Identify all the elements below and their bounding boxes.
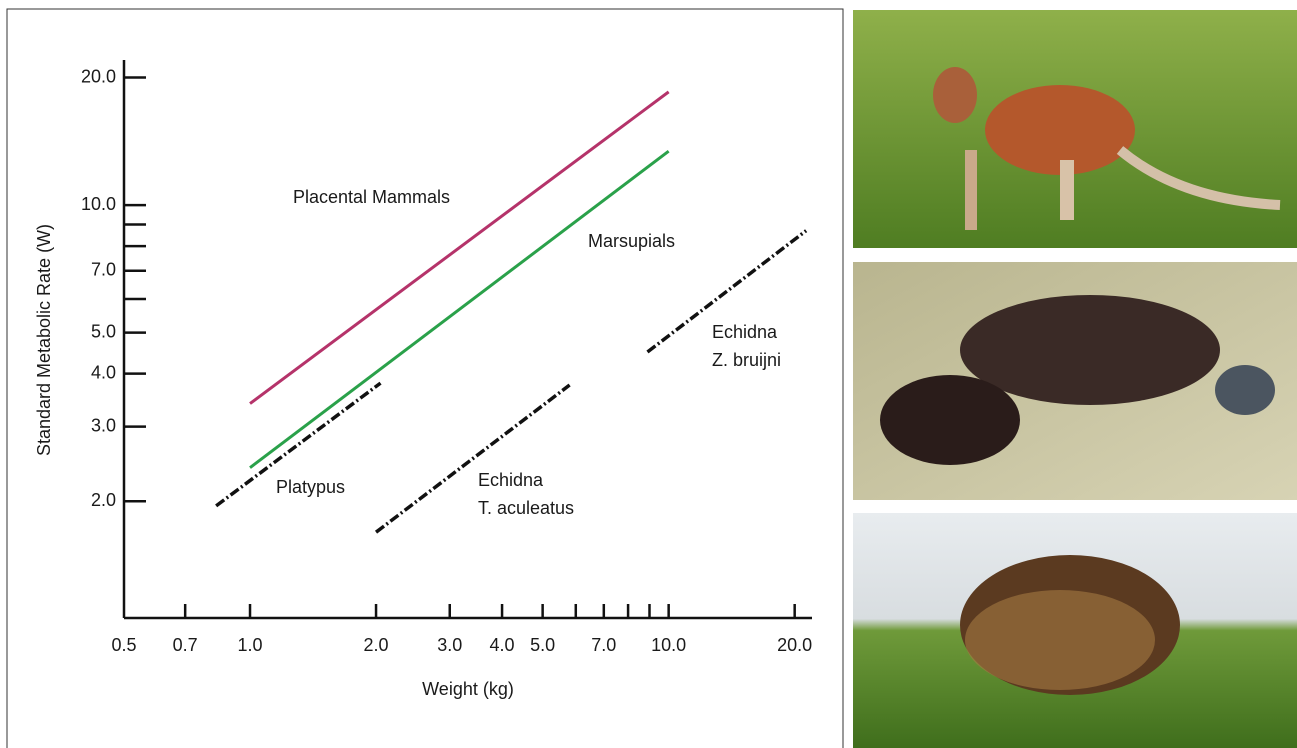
y-tick-label: 4.0: [91, 362, 116, 382]
y-tick-label: 10.0: [81, 194, 116, 214]
series-line: [249, 90, 670, 405]
x-tick-label: 1.0: [238, 635, 263, 655]
x-tick-label: 0.7: [173, 635, 198, 655]
x-tick-label: 7.0: [591, 635, 616, 655]
x-tick-label: 20.0: [777, 635, 812, 655]
x-tick-label: 10.0: [651, 635, 686, 655]
y-tick-label: 20.0: [81, 66, 116, 86]
x-tick-label: 4.0: [490, 635, 515, 655]
x-axis-title: Weight (kg): [422, 679, 514, 699]
series-label: Platypus: [276, 477, 345, 497]
series-label: Placental Mammals: [293, 187, 450, 207]
series-line: [646, 229, 808, 354]
y-tick-label: 7.0: [91, 259, 116, 279]
x-tick-label: 3.0: [437, 635, 462, 655]
series-line: [374, 383, 571, 534]
x-tick-label: 2.0: [364, 635, 389, 655]
series-label: Echidna: [478, 470, 544, 490]
series-line: [215, 381, 382, 508]
y-tick-label: 2.0: [91, 490, 116, 510]
y-axis-title: Standard Metabolic Rate (W): [34, 224, 54, 456]
photo-echidna: [853, 513, 1297, 748]
y-tick-label: 3.0: [91, 415, 116, 435]
photo-kangaroo: [853, 10, 1297, 248]
chart-frame: [6, 8, 844, 748]
series-label: Z. bruijni: [712, 350, 781, 370]
series-line: [249, 150, 670, 469]
y-tick-label: 5.0: [91, 321, 116, 341]
series-label: Marsupials: [588, 231, 675, 251]
x-tick-label: 0.5: [111, 635, 136, 655]
series-label: T. aculeatus: [478, 498, 574, 518]
photo-platypus: [853, 262, 1297, 500]
x-tick-label: 5.0: [530, 635, 555, 655]
series-label: Echidna: [712, 322, 778, 342]
